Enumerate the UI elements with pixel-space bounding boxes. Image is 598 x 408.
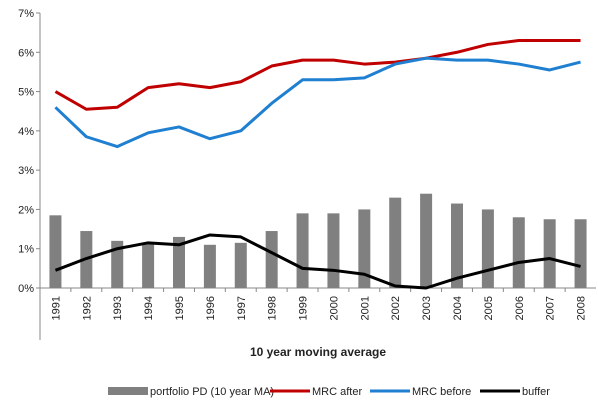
x-tick-label: 1995 xyxy=(174,296,186,320)
bar xyxy=(420,193,433,288)
bar xyxy=(296,213,309,288)
line xyxy=(54,39,581,111)
bar xyxy=(111,240,124,288)
y-tick-label: 5% xyxy=(18,87,34,99)
y-tick-label: 7% xyxy=(18,8,34,20)
bar xyxy=(574,219,587,288)
y-tick-label: 6% xyxy=(18,47,34,59)
legend-label: portfolio PD (10 year MA) xyxy=(150,386,274,398)
x-tick-label: 1999 xyxy=(298,296,310,320)
legend-label: MRC before xyxy=(412,386,471,398)
bar xyxy=(389,197,402,288)
x-tick-label: 2000 xyxy=(328,296,340,320)
y-tick-label: 0% xyxy=(18,283,34,295)
legend-swatch xyxy=(108,387,148,395)
bar xyxy=(543,219,556,288)
x-tick-label: 1993 xyxy=(112,296,124,320)
bar xyxy=(481,209,494,288)
bar xyxy=(142,242,155,288)
bar xyxy=(327,213,340,288)
y-tick-label: 2% xyxy=(18,204,34,216)
x-tick-label: 1997 xyxy=(236,296,248,320)
y-tick-label: 1% xyxy=(18,244,34,256)
bar xyxy=(203,244,216,288)
bar xyxy=(49,215,62,288)
x-axis-title: 10 year moving average xyxy=(250,345,386,359)
legend-label: MRC after xyxy=(312,386,362,398)
x-tick-label: 2003 xyxy=(421,296,433,320)
legend-label: buffer xyxy=(522,386,550,398)
bar xyxy=(173,236,185,288)
x-tick-label: 2008 xyxy=(576,296,588,320)
x-tick-label: 1994 xyxy=(143,296,155,320)
bar xyxy=(265,231,278,288)
x-tick-label: 2006 xyxy=(514,296,526,320)
x-tick-label: 2001 xyxy=(359,296,371,320)
x-tick-label: 1991 xyxy=(50,296,62,320)
x-tick-label: 1992 xyxy=(81,296,93,320)
bar xyxy=(358,209,371,288)
line xyxy=(54,56,581,149)
x-tick-label: 2005 xyxy=(483,296,495,320)
x-tick-label: 2002 xyxy=(390,296,402,320)
bar xyxy=(451,203,463,288)
x-tick-label: 1998 xyxy=(267,296,279,320)
x-tick-label: 2007 xyxy=(545,296,557,320)
x-tick-label: 2004 xyxy=(452,296,464,320)
x-tick-label: 1996 xyxy=(205,296,217,320)
bar xyxy=(234,242,247,288)
line xyxy=(54,233,581,290)
y-tick-label: 4% xyxy=(18,126,34,138)
y-tick-label: 3% xyxy=(18,165,34,177)
bar xyxy=(512,217,525,288)
